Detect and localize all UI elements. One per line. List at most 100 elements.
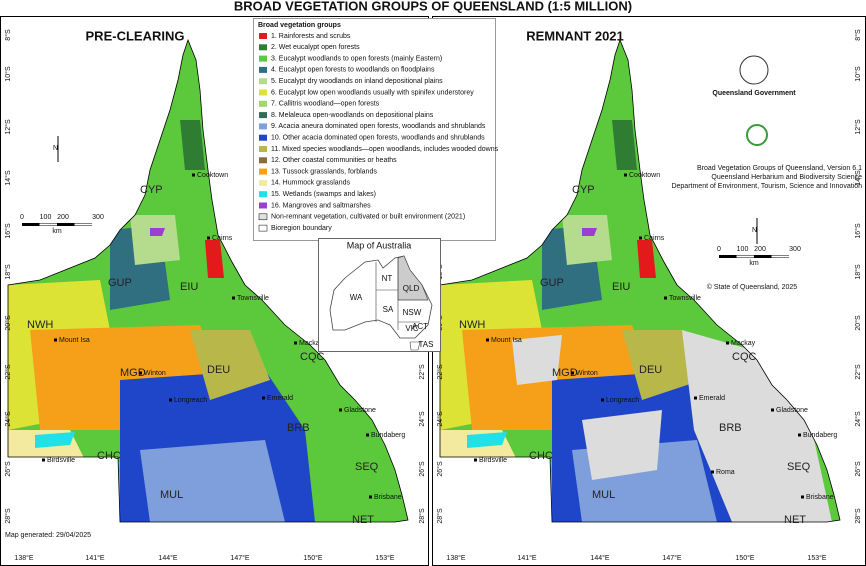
town-marker: [486, 338, 489, 342]
legend-swatch: [259, 112, 267, 119]
bioregion-label: CQC: [732, 351, 757, 363]
town-label: Mount Isa: [491, 337, 522, 344]
inset-label: VIC: [405, 324, 419, 333]
bioregion-label: MGD: [120, 367, 146, 379]
credit-line: Broad Vegetation Groups of Queensland, V…: [697, 165, 862, 172]
scale-tick-label: 100: [40, 214, 52, 221]
legend-swatch: [259, 55, 267, 62]
latitude-label: 26°S: [854, 461, 862, 477]
panel-title: PRE-CLEARING: [86, 28, 185, 43]
longitude-label: 147°E: [662, 554, 681, 562]
latitude-label: 18°S: [4, 264, 12, 280]
bioregion-label: BRB: [719, 422, 742, 434]
latitude-label: 22°S: [4, 364, 12, 380]
non-remnant: [682, 330, 832, 522]
town-label: Winton: [144, 370, 166, 377]
town-label: Mackay: [731, 340, 756, 347]
page-title: BROAD VEGETATION GROUPS OF QUEENSLAND (1…: [234, 0, 632, 13]
vegetation: [440, 120, 832, 522]
vegetation-patch: [140, 440, 285, 522]
latitude-label: 24°S: [418, 411, 426, 427]
vegetation-patch: [527, 462, 552, 476]
town-label: Gladstone: [776, 407, 808, 414]
bioregion-label: SEQ: [355, 461, 379, 473]
legend: Broad vegetation groups 1. Rainforests an…: [253, 18, 499, 241]
longitude-label: 144°E: [590, 554, 609, 562]
legend-swatch: [259, 89, 267, 96]
legend-label: 14. Hummock grasslands: [271, 180, 350, 187]
vegetation-patch: [205, 240, 224, 278]
legend-swatch: [259, 191, 267, 198]
town-marker: [54, 338, 57, 342]
latitude-label: 16°S: [854, 223, 862, 239]
latitude-label: 14°S: [4, 170, 12, 186]
town-label: Townsville: [669, 295, 701, 302]
scale-tick-label: 200: [57, 214, 69, 221]
logo-emblem: [746, 124, 768, 146]
inset-label: NT: [382, 274, 393, 283]
map-panel: REMNANT 2021 CYP GUP EIU NWH MGD DEU CHC BRB MUL S…: [436, 28, 862, 561]
town-marker: [262, 396, 265, 400]
longitude-label: 150°E: [735, 554, 754, 562]
town-marker: [624, 173, 627, 177]
vegetation-patch: [35, 432, 75, 448]
town-marker: [571, 371, 574, 375]
town-label: Roma: [716, 469, 735, 476]
town-marker: [726, 341, 729, 345]
vegetation-patch: [150, 228, 165, 236]
town-label: Cooktown: [629, 172, 660, 179]
bioregion-label: CYP: [140, 184, 163, 196]
inset-label: NSW: [403, 308, 422, 317]
town-label: Longreach: [606, 397, 639, 404]
legend-swatch: [259, 33, 267, 39]
latitude-label: 10°S: [854, 66, 862, 82]
bioregion-label: NET: [784, 514, 806, 526]
town-marker: [694, 396, 697, 400]
scale-tick-label: 100: [737, 246, 749, 253]
town-label: Emerald: [267, 395, 293, 402]
town-label: Cairns: [212, 235, 233, 242]
town-marker: [369, 495, 372, 499]
credit-line: Department of Environment, Tourism, Scie…: [671, 183, 862, 190]
legend-label: 15. Wetlands (swamps and lakes): [271, 191, 376, 198]
scale-bar-segment: [39, 223, 57, 226]
town-label: Brisbane: [806, 494, 834, 501]
town-marker: [639, 236, 642, 240]
legend-label: 8. Melaleuca open-woodlands on depositio…: [271, 112, 434, 119]
vegetation-patch: [637, 240, 656, 278]
vegetation-patch: [622, 330, 702, 400]
town-label: Birdsville: [47, 457, 75, 464]
scale-bar-segment: [771, 255, 789, 258]
town-label: Mackay: [299, 340, 324, 347]
latitude-label: 8°S: [4, 29, 12, 41]
town-marker: [601, 398, 604, 402]
legend-swatch: [258, 224, 268, 232]
town-marker: [801, 495, 804, 499]
longitude-label: 144°E: [158, 554, 177, 562]
legend-label: 2. Wet eucalypt open forests: [271, 44, 360, 51]
legend-label: 1. Rainforests and scrubs: [271, 33, 351, 40]
legend-swatch: [259, 157, 267, 164]
latitude-label: 10°S: [4, 66, 12, 82]
latitude-label: 20°S: [854, 315, 862, 331]
north-label: N: [752, 227, 757, 234]
bioregion-label: NET: [352, 514, 374, 526]
town-marker: [139, 371, 142, 375]
town-label: Cairns: [644, 235, 665, 242]
latitude-label: 24°S: [854, 411, 862, 427]
town-marker: [664, 296, 667, 300]
latitude-label: 26°S: [436, 461, 444, 477]
town-label: Brisbane: [374, 494, 402, 501]
town-marker: [294, 341, 297, 345]
vegetation-patch: [562, 215, 612, 265]
town-label: Bundaberg: [803, 432, 837, 439]
logo-text: Queensland Government: [712, 90, 796, 97]
latitude-label: 20°S: [4, 315, 12, 331]
latitude-label: 28°S: [4, 508, 12, 524]
town-label: Mount Isa: [59, 337, 90, 344]
legend-label: Bioregion boundary: [271, 225, 332, 232]
town-label: Emerald: [699, 395, 725, 402]
latitude-label: 26°S: [4, 461, 12, 477]
vegetation-patch: [95, 462, 120, 476]
legend-title: Broad vegetation groups: [258, 22, 341, 29]
